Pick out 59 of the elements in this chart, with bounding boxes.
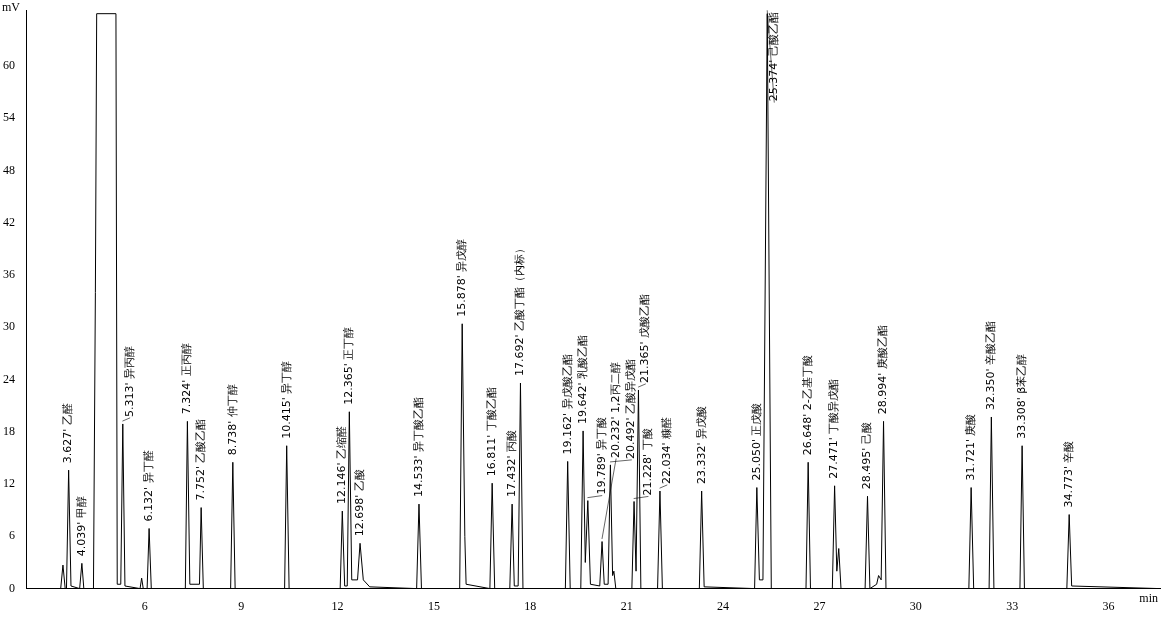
- annotation: 20.232' 1,2丙二醇: [608, 362, 622, 458]
- annotation: 7.324' 正丙醇: [180, 343, 194, 415]
- x-tick-label: 36: [1102, 598, 1115, 613]
- x-tick-label: 15: [427, 598, 440, 613]
- annotation: 17.692' 乙酸丁酯（内标）: [513, 243, 527, 377]
- annotation: 23.332' 异戊酸: [694, 406, 708, 485]
- annotation: 25.374' 己酸乙酯: [767, 12, 781, 102]
- annotation: 12.365' 正丁醇: [342, 326, 356, 405]
- annotation: 21.365' 戊酸乙酯: [638, 293, 652, 383]
- annotation: 31.721' 庚酸: [964, 413, 977, 481]
- x-tick-label: 6: [141, 598, 148, 613]
- y-tick-label: 54: [3, 110, 15, 125]
- annotation: 10.415' 异丁醇: [279, 360, 293, 439]
- annotation: 14.533' 异丁酸乙酯: [411, 397, 425, 498]
- annotation: 3.627' 乙醛: [61, 403, 75, 464]
- y-tick-label: 36: [3, 267, 15, 282]
- annotation: 32.350' 辛酸乙酯: [984, 320, 998, 410]
- y-tick-label: 30: [3, 319, 15, 334]
- y-axis-title: mV: [2, 0, 21, 15]
- annotation: 27.471' 丁酸异戊酯: [827, 378, 841, 479]
- annotation: 16.811' 丁酸乙酯: [485, 387, 499, 477]
- x-tick-label: 24: [717, 598, 730, 613]
- annotation: 26.648' 2-乙基丁酸: [801, 355, 815, 456]
- x-tick-label: 30: [909, 598, 922, 613]
- y-tick-label: 18: [3, 423, 15, 438]
- annotation: 5.313' 异丙醇: [122, 345, 136, 417]
- annotation: 19.642' 乳酸乙酯: [575, 334, 589, 424]
- annotation: 7.752' 乙酸乙酯: [194, 418, 207, 501]
- y-tick-label: 6: [9, 528, 15, 543]
- x-tick-label: 9: [238, 598, 245, 613]
- annotation: 6.132' 异丁醛: [141, 450, 155, 522]
- y-tick-label: 12: [3, 476, 15, 491]
- annotation: 19.789' 异丁酸: [594, 416, 608, 495]
- y-tick-label: 60: [3, 58, 15, 73]
- annotation: 22.034' 糠醛: [659, 417, 673, 485]
- x-tick-label: 33: [1006, 598, 1019, 613]
- annotation: 12.146' 乙缩醛: [335, 426, 349, 505]
- annotation: 8.738' 仲丁醇: [225, 384, 239, 456]
- annotation: 12.698' 乙酸: [352, 469, 366, 537]
- annotation: 28.495' 己酸: [860, 422, 874, 490]
- annotation: 19.162' 异戊酸乙酯: [560, 354, 574, 455]
- y-tick-label: 0: [9, 580, 15, 595]
- annotation: 20.492' 乙酸异戊酯: [624, 358, 638, 459]
- y-tick-label: 24: [3, 371, 15, 386]
- annotation: 21.228' 丁酸: [640, 428, 654, 496]
- x-tick-label: 18: [524, 598, 537, 613]
- x-tick-label: 27: [813, 598, 826, 613]
- annotation: 33.308' β苯乙醇: [1014, 353, 1028, 439]
- x-tick-label: 21: [620, 598, 633, 613]
- y-tick-label: 48: [3, 162, 15, 177]
- annotation: 34.773' 辛酸: [1062, 440, 1076, 508]
- annotation: 28.994' 庚酸乙酯: [876, 325, 890, 415]
- annotation: 17.432' 丙酸: [504, 430, 518, 498]
- annotation: 4.039' 甲醇: [74, 496, 88, 557]
- x-tick-label: 12: [331, 598, 344, 613]
- annotation: 25.050' 正戊酸: [749, 402, 763, 481]
- x-axis-title: min: [1139, 590, 1158, 605]
- y-tick-label: 42: [3, 214, 15, 229]
- annotation: 15.878' 异戊醇: [455, 238, 469, 317]
